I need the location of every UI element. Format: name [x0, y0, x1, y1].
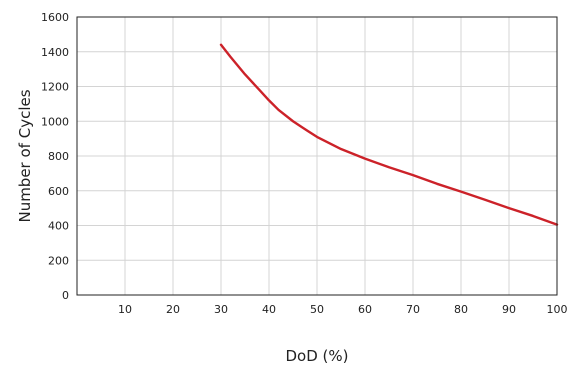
x-tick-label: 30: [214, 303, 228, 316]
y-tick-label: 600: [48, 185, 69, 198]
y-tick-label: 1600: [41, 11, 69, 24]
x-tick-label: 10: [118, 303, 132, 316]
y-tick-label: 0: [62, 289, 69, 302]
x-tick-label: 90: [502, 303, 516, 316]
x-axis-title: DoD (%): [285, 347, 348, 365]
y-tick-label: 1000: [41, 115, 69, 128]
x-tick-label: 100: [547, 303, 568, 316]
x-tick-label: 70: [406, 303, 420, 316]
y-tick-label: 800: [48, 150, 69, 163]
x-tick-label: 80: [454, 303, 468, 316]
cycle-life-line: [219, 43, 559, 226]
series-layer: [219, 43, 559, 226]
grid: [77, 17, 557, 295]
y-tick-label: 400: [48, 220, 69, 233]
x-tick-label: 20: [166, 303, 180, 316]
y-axis-ticks: 0 200 400 600 800 1000 1200 1400 1600: [41, 11, 69, 302]
y-axis-title: Number of Cycles: [16, 89, 34, 222]
plot-frame: [76, 16, 558, 296]
x-axis-ticks: 10 20 30 40 50 60 70 80 90 100: [118, 303, 568, 316]
x-tick-label: 50: [310, 303, 324, 316]
y-tick-label: 1400: [41, 46, 69, 59]
y-tick-label: 200: [48, 254, 69, 267]
x-tick-label: 40: [262, 303, 276, 316]
x-tick-label: 60: [358, 303, 372, 316]
y-tick-label: 1200: [41, 81, 69, 94]
